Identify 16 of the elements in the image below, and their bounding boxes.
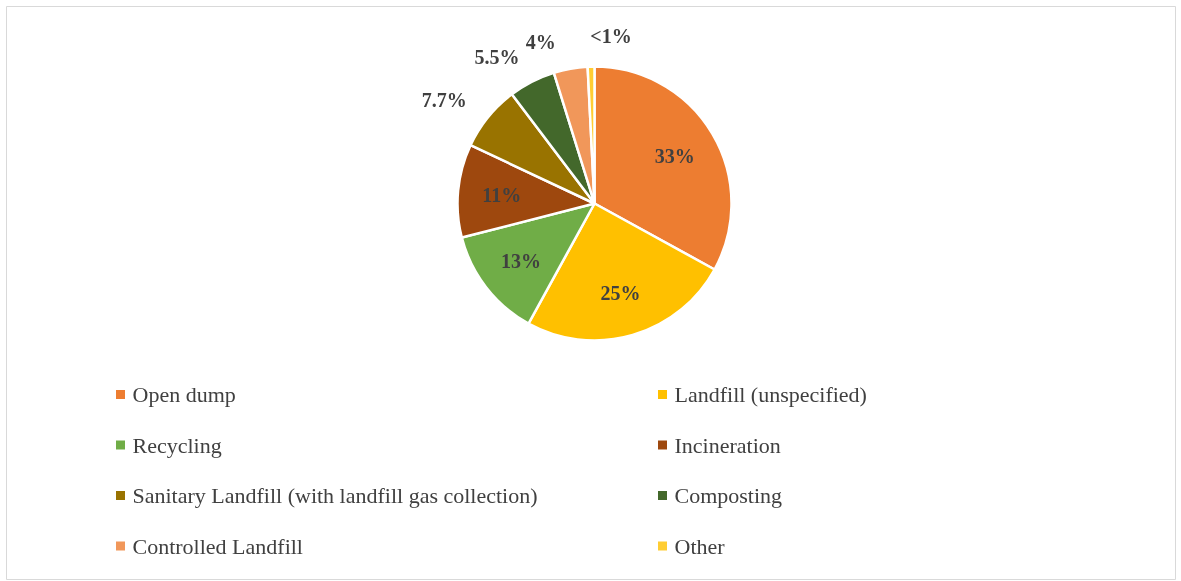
legend-label: Sanitary Landfill (with landfill gas collection) [132,483,538,508]
data-label: 5.5% [474,46,520,69]
legend-label: Incineration [674,432,781,458]
legend-label: Landfill (unspecified) [674,382,867,407]
data-label: 13% [500,249,541,272]
data-label: 11% [482,183,522,206]
legend-label: Other [674,533,726,559]
legend-label: Open dump [132,382,236,407]
data-label: 4% [525,30,556,53]
data-label: <1% [590,25,632,48]
legend-label: Controlled Landfill [132,533,303,559]
legend-label: Composting [674,483,783,508]
data-label: 7.7% [421,88,467,111]
legend-label: Recycling [132,432,222,458]
data-label: 33% [654,145,695,168]
data-label: 25% [600,281,641,304]
